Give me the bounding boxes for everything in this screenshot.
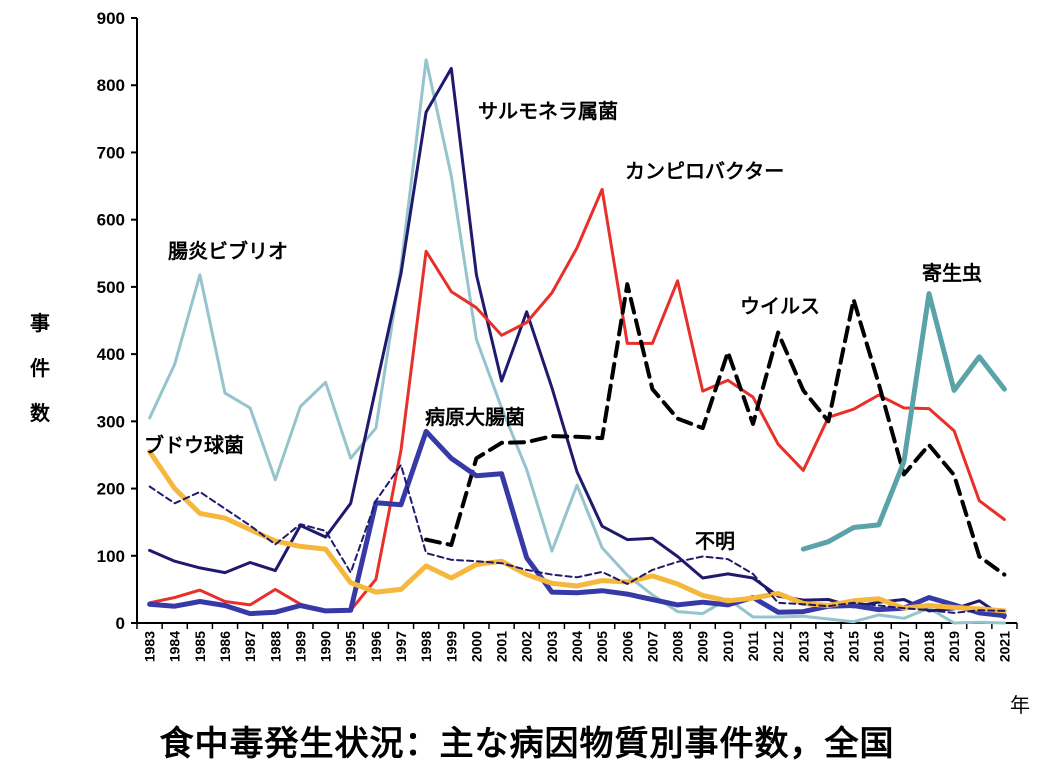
y-axis-label-char: 事 [30,311,50,335]
x-tick-label: 2014 [820,631,836,662]
y-axis-label-char: 件 [30,356,50,380]
x-tick-label: 1999 [443,631,459,662]
x-tick-label: 1987 [242,631,258,662]
series-label: 不明 [695,529,735,553]
y-axis-label: 事件数 [30,311,51,425]
series-lines [147,58,1007,625]
y-tick-label: 300 [97,412,125,431]
y-axis-label-char: 数 [30,401,51,425]
series-label: サルモネラ属菌 [478,99,618,123]
series-line [148,66,1006,620]
x-tick-label: 1983 [142,631,158,662]
x-tick-label: 2021 [996,631,1012,662]
series-label: ブドウ球菌 [144,433,244,457]
x-axis-unit: 年 [1010,693,1030,717]
series-label: 寄生虫 [922,261,982,285]
x-tick-label: 1996 [368,631,384,662]
x-tick-label: 1984 [167,631,183,662]
x-tick-label: 2017 [896,631,912,662]
y-tick-label: 600 [97,211,125,230]
x-tick-label: 1985 [192,631,208,662]
x-tick-label: 1988 [267,631,283,662]
x-tick-label: 2005 [594,631,610,662]
y-tick-label: 500 [97,278,125,297]
x-tick-label: 2008 [670,631,686,662]
x-tick-label: 1998 [418,631,434,662]
series-line [148,58,1006,625]
x-tick-label: 1990 [318,631,334,662]
y-tick-label: 0 [116,614,125,633]
x-tick-label: 2018 [921,631,937,662]
x-tick-labels: 1983 1984 1985 1986 1987 1988 1989 1990 1995 1996… [142,631,1013,662]
x-tick-label: 2013 [795,631,811,662]
series-label: 病原大腸菌 [425,405,525,429]
y-tick-label: 100 [97,547,125,566]
x-tick-label: 2016 [871,631,887,662]
x-tick-label: 2012 [770,631,786,662]
y-tick-label: 900 [97,9,125,28]
x-tick-label: 2011 [745,631,761,662]
x-tick-label: 1995 [343,631,359,662]
series-label: カンピロバクター [625,159,784,183]
series-label: ウイルス [740,294,820,318]
series-line [148,464,1006,614]
x-tick-label: 1989 [292,631,308,662]
x-tick-label: 2006 [619,631,635,662]
y-tick-labels: 0 100 200 300 400 500 600 700 800 900 [97,9,125,633]
x-tick-label: 2003 [544,631,560,662]
series-line [800,291,1007,552]
y-tick-label: 800 [97,76,125,95]
x-tick-label: 2007 [644,631,660,662]
x-tick-label: 2020 [971,631,987,662]
y-tick-label: 400 [97,345,125,364]
series-line [424,282,1007,577]
axes [131,17,1018,629]
y-tick-label: 200 [97,480,125,499]
series-label: 腸炎ビブリオ [168,239,288,263]
x-tick-label: 2010 [720,631,736,662]
x-tick-label: 2009 [695,631,711,662]
series-line [148,187,1006,613]
x-tick-label: 1986 [217,631,233,662]
series-line [147,428,1007,619]
x-tick-label: 2000 [468,631,484,662]
x-tick-label: 2004 [569,631,585,662]
chart-title: 食中毒発生状況：主な病因物質別事件数，全国 [159,724,895,764]
x-tick-label: 2019 [946,631,962,662]
y-tick-label: 700 [97,143,125,162]
x-tick-label: 2002 [519,631,535,662]
series-line [147,449,1007,614]
x-tick-label: 2015 [846,631,862,662]
x-tick-label: 1997 [393,631,409,662]
x-tick-label: 2001 [494,631,510,662]
